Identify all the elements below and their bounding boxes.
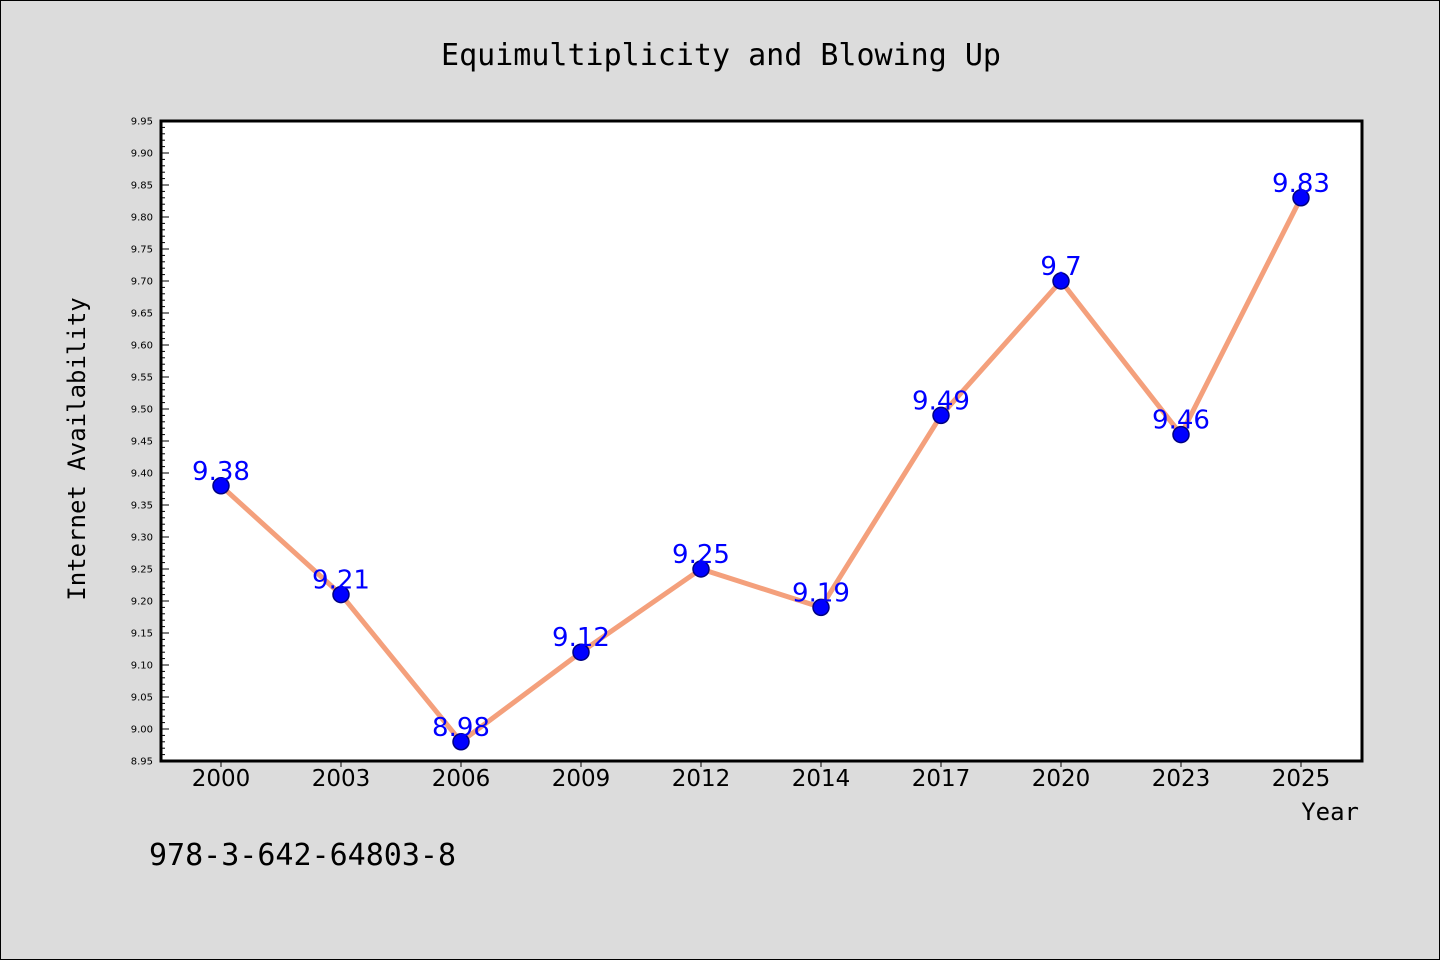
- x-axis: 2000 2003 2006 2009 2012 2014 2017 2020 2023 2025: [192, 761, 1331, 792]
- x-tick-label: 2006: [432, 766, 491, 792]
- x-tick-label: 2017: [912, 766, 971, 792]
- plot-border: [159, 119, 1364, 763]
- data-label: 9.25: [672, 540, 730, 570]
- y-tick-label: 8.95: [131, 757, 153, 768]
- data-point: [1292, 189, 1310, 207]
- data-point: [332, 585, 350, 604]
- y-tick-label: 9.45: [131, 437, 153, 448]
- y-tick-label: 9.95: [131, 117, 153, 128]
- data-label: 9.7: [1040, 252, 1081, 282]
- x-tick-label: 2012: [672, 766, 731, 792]
- y-tick-label: 9.65: [131, 309, 153, 320]
- y-tick-label: 9.15: [131, 629, 153, 640]
- plot-area: [161, 121, 1362, 761]
- y-axis: 8.95 9.00 9.05 9.10 9.15 9.20 9.25 9.30 9.35 9.40…: [131, 117, 169, 768]
- y-tick-label: 9.05: [131, 693, 153, 704]
- y-axis-label: Internet Availability: [63, 297, 91, 600]
- data-markers: [212, 189, 1310, 751]
- y-tick-label: 9.00: [131, 725, 153, 736]
- y-tick-label: 9.55: [131, 373, 153, 384]
- x-tick-label: 2000: [192, 766, 251, 792]
- x-tick-label: 2020: [1032, 766, 1091, 792]
- y-tick-label: 9.30: [131, 533, 153, 544]
- data-label: 9.19: [792, 578, 850, 608]
- data-label: 9.38: [192, 457, 250, 487]
- x-tick-label: 2009: [552, 766, 611, 792]
- data-point: [932, 406, 950, 425]
- data-point: [1052, 272, 1070, 290]
- data-label: 9.12: [552, 623, 610, 653]
- y-tick-label: 9.60: [131, 341, 153, 352]
- chart-title: Equimultiplicity and Blowing Up: [441, 38, 1001, 73]
- x-tick-label: 2025: [1272, 766, 1331, 792]
- y-tick-label: 9.70: [131, 277, 153, 288]
- y-tick-label: 9.50: [131, 405, 153, 416]
- data-point: [572, 643, 590, 661]
- data-label: 9.21: [312, 566, 370, 596]
- footer-isbn: 978-3-642-64803-8: [149, 838, 456, 873]
- y-tick-label: 9.80: [131, 213, 153, 224]
- data-point: [1172, 425, 1190, 444]
- y-tick-label: 9.10: [131, 661, 153, 672]
- y-tick-label: 9.25: [131, 565, 153, 576]
- data-point: [212, 477, 230, 495]
- y-tick-label: 9.20: [131, 597, 153, 608]
- y-tick-label: 9.85: [131, 181, 153, 192]
- x-tick-label: 2003: [312, 766, 371, 792]
- y-tick-label: 9.90: [131, 149, 153, 160]
- data-label: 9.46: [1152, 406, 1210, 436]
- data-point: [692, 560, 710, 578]
- data-labels: 9.38 9.21 8.98 9.12 9.25 9.19 9.49 9.7 9.46 9.83: [192, 169, 1330, 743]
- data-label: 9.49: [912, 386, 970, 416]
- data-label: 8.98: [432, 713, 490, 743]
- x-tick-label: 2014: [792, 766, 851, 792]
- x-axis-label: Year: [1301, 798, 1359, 826]
- series-line: [219, 196, 1304, 745]
- y-tick-label: 9.40: [131, 469, 153, 480]
- y-tick-label: 9.35: [131, 501, 153, 512]
- x-tick-label: 2023: [1152, 766, 1211, 792]
- data-point: [812, 598, 830, 617]
- y-tick-label: 9.75: [131, 245, 153, 256]
- data-point: [452, 733, 470, 751]
- data-label: 9.83: [1272, 169, 1330, 199]
